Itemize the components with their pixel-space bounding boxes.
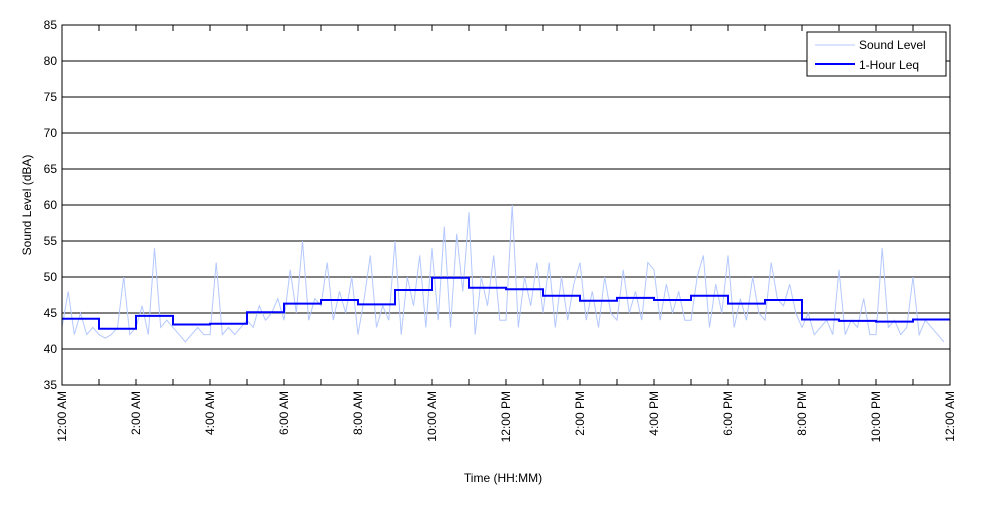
legend: Sound Level 1-Hour Leq bbox=[806, 31, 947, 77]
y-tick-label: 50 bbox=[44, 270, 58, 284]
legend-label-1-hour-leq: 1-Hour Leq bbox=[859, 58, 919, 72]
y-tick-label: 55 bbox=[44, 234, 58, 248]
x-tick-label: 2:00 AM bbox=[129, 391, 143, 435]
x-tick-label: 12:00 AM bbox=[943, 391, 957, 442]
y-tick-label: 85 bbox=[44, 18, 58, 32]
x-tick-label: 10:00 AM bbox=[425, 391, 439, 442]
series-line-1-hour-leq bbox=[62, 276, 950, 330]
y-tick-label: 75 bbox=[44, 90, 58, 104]
y-tick-label: 70 bbox=[44, 126, 58, 140]
y-tick-label: 80 bbox=[44, 54, 58, 68]
x-axis: 12:00 AM 2:00 AM 4:00 AM 6:00 AM 8:00 AM 10:0… bbox=[55, 25, 957, 442]
x-tick-label: 6:00 PM bbox=[721, 391, 735, 436]
x-tick-label: 12:00 AM bbox=[55, 391, 69, 442]
legend-box bbox=[806, 31, 947, 77]
x-axis-label: Time (HH:MM) bbox=[464, 471, 542, 485]
y-tick-label: 40 bbox=[44, 342, 58, 356]
legend-label-sound-level: Sound Level bbox=[859, 38, 926, 52]
series-line-sound-level bbox=[61, 204, 945, 343]
x-tick-label: 4:00 PM bbox=[647, 391, 661, 436]
y-tick-label: 60 bbox=[44, 198, 58, 212]
x-tick-label: 2:00 PM bbox=[573, 391, 587, 436]
y-axis: 35 40 45 50 55 60 65 70 75 80 85 bbox=[44, 18, 58, 392]
x-tick-label: 8:00 PM bbox=[795, 391, 809, 436]
x-tick-label: 6:00 AM bbox=[277, 391, 291, 435]
y-tick-label: 45 bbox=[44, 306, 58, 320]
y-tick-label: 35 bbox=[44, 378, 58, 392]
x-tick-label: 12:00 PM bbox=[499, 391, 513, 442]
x-tick-label: 10:00 PM bbox=[869, 391, 883, 442]
y-axis-label: Sound Level (dBA) bbox=[20, 155, 34, 256]
x-tick-label: 4:00 AM bbox=[203, 391, 217, 435]
x-tick-label: 8:00 AM bbox=[351, 391, 365, 435]
series-layer bbox=[61, 204, 950, 343]
y-tick-label: 65 bbox=[44, 162, 58, 176]
